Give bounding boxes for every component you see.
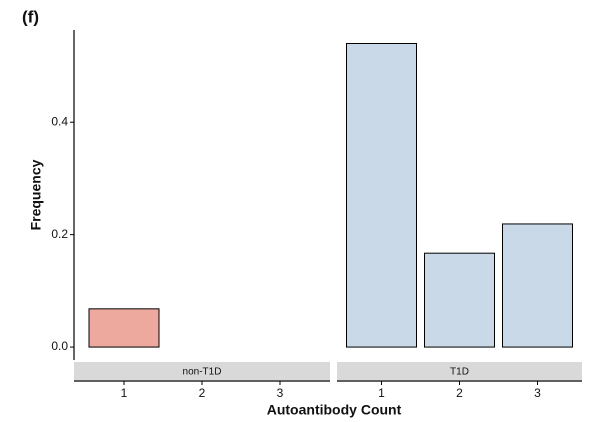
x-tick-label: 2 (199, 386, 206, 400)
facet-label: non-T1D (183, 367, 222, 378)
panel-label: (f) (22, 7, 39, 26)
y-tick-label: 0.0 (51, 339, 68, 353)
y-tick-label: 0.2 (51, 227, 68, 241)
y-axis-title: Frequency (28, 159, 44, 230)
bar (502, 223, 573, 348)
x-axis-title: Autoantibody Count (267, 402, 402, 418)
x-tick-label: 2 (456, 386, 463, 400)
y-tick-label: 0.4 (51, 114, 68, 128)
bar (424, 252, 495, 348)
facet-label: T1D (450, 367, 469, 378)
x-tick-label: 3 (277, 386, 284, 400)
x-tick-label: 3 (534, 386, 541, 400)
bar (346, 42, 417, 348)
facet-strip (74, 362, 330, 380)
x-tick-label: 1 (121, 386, 128, 400)
facet-strip (337, 362, 582, 380)
bar (88, 308, 160, 348)
x-tick-label: 1 (378, 386, 385, 400)
